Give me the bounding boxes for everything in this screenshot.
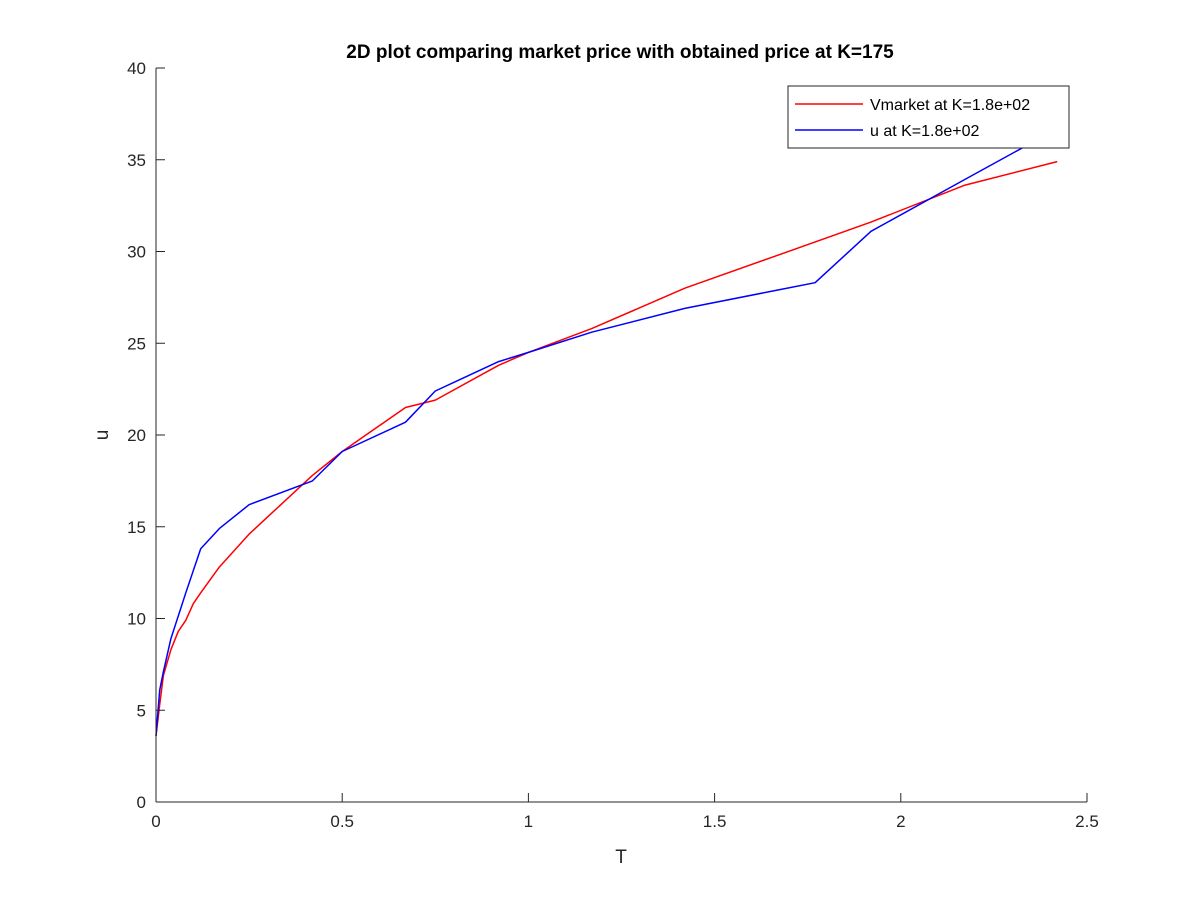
y-tick-label: 0 <box>137 793 146 812</box>
y-tick-label: 30 <box>127 243 146 262</box>
legend: Vmarket at K=1.8e+02 u at K=1.8e+02 <box>787 85 1070 149</box>
y-axis-ticks: 0 5 10 15 20 25 30 35 40 <box>127 59 165 812</box>
y-tick-label: 20 <box>127 426 146 445</box>
y-tick-label: 25 <box>127 334 146 353</box>
plot-area: 0 0.5 1 1.5 2 2.5 0 5 10 15 20 25 30 35 40 <box>127 59 1099 831</box>
series-line-vmarket <box>155 160 1058 736</box>
series-line-u <box>155 144 1028 736</box>
x-tick-label: 2 <box>896 812 905 831</box>
legend-label-vmarket: Vmarket at K=1.8e+02 <box>870 97 1030 114</box>
y-tick-label: 15 <box>127 518 146 537</box>
legend-box <box>787 85 1070 149</box>
x-tick-label: 0 <box>151 812 160 831</box>
x-tick-label: 2.5 <box>1075 812 1099 831</box>
y-axis-label: u <box>92 430 113 441</box>
x-tick-label: 0.5 <box>330 812 354 831</box>
series-layer <box>155 144 1058 736</box>
y-tick-label: 10 <box>127 610 146 629</box>
y-tick-label: 35 <box>127 151 146 170</box>
x-axis-ticks: 0 0.5 1 1.5 2 2.5 <box>151 793 1099 831</box>
legend-label-u: u at K=1.8e+02 <box>870 123 980 140</box>
y-tick-label: 5 <box>137 701 146 720</box>
chart-title: 2D plot comparing market price with obta… <box>346 42 894 63</box>
x-tick-label: 1 <box>524 812 533 831</box>
x-tick-label: 1.5 <box>703 812 727 831</box>
y-tick-label: 40 <box>127 59 146 78</box>
x-axis-label: T <box>615 847 627 868</box>
